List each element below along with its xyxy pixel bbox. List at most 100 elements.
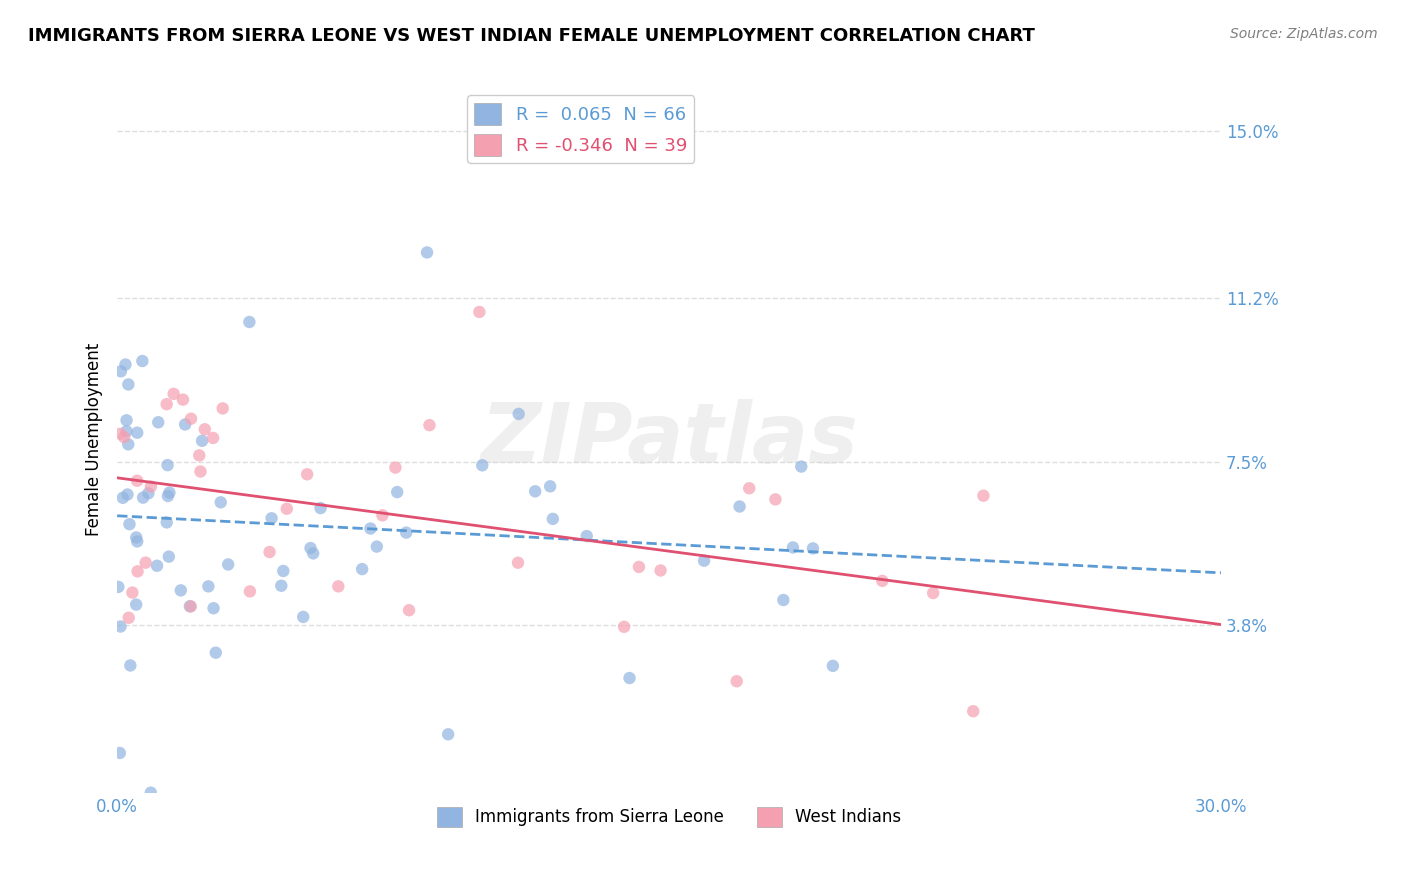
Point xyxy=(117,437,139,451)
Point xyxy=(110,364,132,378)
Point xyxy=(575,529,598,543)
Point xyxy=(174,417,197,432)
Point xyxy=(524,484,547,499)
Point xyxy=(506,556,529,570)
Point xyxy=(118,611,141,625)
Legend: Immigrants from Sierra Leone, West Indians: Immigrants from Sierra Leone, West India… xyxy=(430,800,908,834)
Point xyxy=(202,601,225,615)
Point xyxy=(110,619,132,633)
Point xyxy=(156,458,179,472)
Point xyxy=(127,474,149,488)
Point xyxy=(107,580,129,594)
Point xyxy=(204,646,226,660)
Point xyxy=(765,492,787,507)
Point xyxy=(299,541,322,555)
Point xyxy=(962,704,984,718)
Point xyxy=(801,541,824,556)
Point xyxy=(270,579,292,593)
Point xyxy=(139,786,162,800)
Point xyxy=(416,245,439,260)
Point xyxy=(437,727,460,741)
Point xyxy=(194,422,217,436)
Point xyxy=(127,425,149,440)
Point xyxy=(471,458,494,473)
Point xyxy=(120,658,142,673)
Point xyxy=(157,485,180,500)
Point xyxy=(209,495,232,509)
Point xyxy=(260,511,283,525)
Point xyxy=(508,407,530,421)
Point xyxy=(387,485,409,500)
Point xyxy=(131,354,153,368)
Point xyxy=(541,512,564,526)
Point xyxy=(972,489,994,503)
Point xyxy=(295,467,318,482)
Point xyxy=(132,491,155,505)
Point xyxy=(156,489,179,503)
Point xyxy=(782,541,804,555)
Point xyxy=(191,434,214,448)
Point xyxy=(170,583,193,598)
Point xyxy=(125,598,148,612)
Point xyxy=(121,585,143,599)
Point xyxy=(202,431,225,445)
Point xyxy=(211,401,233,416)
Point xyxy=(259,545,281,559)
Point xyxy=(627,560,650,574)
Text: IMMIGRANTS FROM SIERRA LEONE VS WEST INDIAN FEMALE UNEMPLOYMENT CORRELATION CHAR: IMMIGRANTS FROM SIERRA LEONE VS WEST IND… xyxy=(28,27,1035,45)
Point xyxy=(197,579,219,593)
Point xyxy=(359,522,381,536)
Point xyxy=(110,426,132,441)
Point xyxy=(366,540,388,554)
Point xyxy=(725,674,748,689)
Point xyxy=(127,534,149,549)
Point xyxy=(148,415,170,429)
Point xyxy=(418,418,440,433)
Point xyxy=(309,501,332,516)
Point xyxy=(115,413,138,427)
Point xyxy=(395,525,418,540)
Point xyxy=(276,501,298,516)
Point xyxy=(613,620,636,634)
Point xyxy=(180,411,202,425)
Point xyxy=(384,460,406,475)
Point xyxy=(650,564,672,578)
Point xyxy=(111,491,134,505)
Point xyxy=(127,565,149,579)
Point xyxy=(352,562,374,576)
Text: Source: ZipAtlas.com: Source: ZipAtlas.com xyxy=(1230,27,1378,41)
Point xyxy=(117,377,139,392)
Point xyxy=(738,481,761,495)
Point xyxy=(821,658,844,673)
Point xyxy=(398,603,420,617)
Point xyxy=(114,358,136,372)
Point xyxy=(693,554,716,568)
Y-axis label: Female Unemployment: Female Unemployment xyxy=(86,343,103,536)
Point xyxy=(772,593,794,607)
Point xyxy=(172,392,194,407)
Point xyxy=(156,397,179,411)
Point xyxy=(115,425,138,439)
Point xyxy=(188,449,211,463)
Point xyxy=(118,517,141,532)
Point xyxy=(292,610,315,624)
Point xyxy=(728,500,751,514)
Point xyxy=(302,546,325,560)
Point xyxy=(238,315,260,329)
Text: ZIPatlas: ZIPatlas xyxy=(479,399,858,480)
Point xyxy=(190,465,212,479)
Point xyxy=(163,387,186,401)
Point xyxy=(790,459,813,474)
Point xyxy=(371,508,394,523)
Point xyxy=(239,584,262,599)
Point xyxy=(179,599,201,614)
Point xyxy=(139,479,162,493)
Point xyxy=(156,516,179,530)
Point xyxy=(157,549,180,564)
Point xyxy=(271,564,294,578)
Point xyxy=(138,486,160,500)
Point xyxy=(180,599,202,614)
Point xyxy=(135,556,157,570)
Point xyxy=(538,479,561,493)
Point xyxy=(112,430,135,444)
